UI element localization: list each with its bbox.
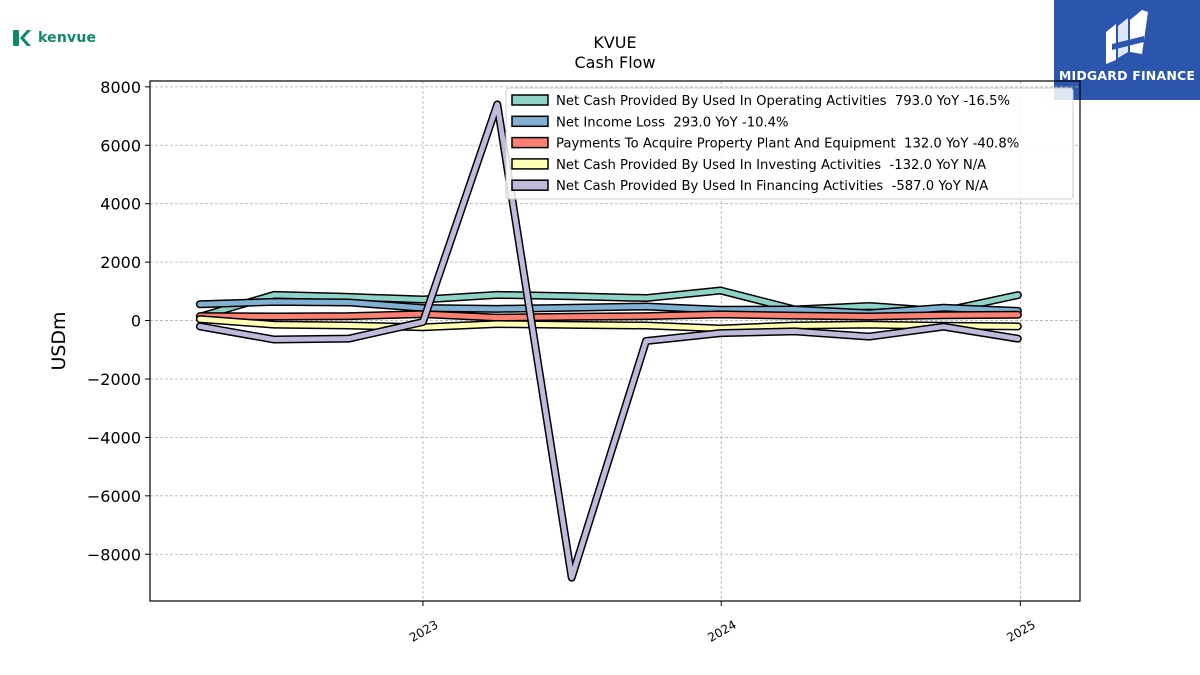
y-tick-label: −6000	[87, 487, 141, 506]
y-tick-label: 4000	[100, 195, 141, 214]
plot-frame	[149, 80, 1081, 602]
publisher-logo: MIDGARD FINANCE	[1054, 0, 1200, 100]
series-line	[195, 310, 1022, 322]
legend-swatch	[511, 94, 549, 106]
series-line	[195, 100, 1022, 582]
y-tick-label: −2000	[87, 370, 141, 389]
series-stroke	[197, 101, 1021, 581]
y-axis-label: USDm	[48, 311, 70, 370]
series-stroke	[197, 316, 1021, 331]
legend-swatch	[511, 115, 549, 128]
legend-label: Payments To Acquire Property Plant And E…	[556, 137, 1019, 152]
series-stroke	[197, 287, 1021, 320]
legend-label: Net Cash Provided By Used In Operating A…	[556, 94, 1010, 109]
legend-box	[505, 87, 1074, 200]
legend: Net Cash Provided By Used In Operating A…	[505, 87, 1074, 200]
y-tick-label: 2000	[100, 253, 141, 272]
y-tick-label: 0	[131, 312, 141, 331]
publisher-name: MIDGARD FINANCE	[1058, 68, 1196, 83]
legend-swatch	[511, 179, 549, 191]
axes: 8000 6000 4000 2000 0 −2000 −4000 −6000 −8000 202…	[87, 78, 1038, 645]
series-stroke	[197, 311, 1021, 321]
y-tick-label: 6000	[100, 136, 141, 155]
x-tick-label: 2024	[705, 617, 738, 644]
legend-label: Net Cash Provided By Used In Financing A…	[556, 179, 988, 194]
x-tick-label: 2025	[1004, 617, 1037, 644]
brand-name: kenvue	[38, 30, 97, 46]
x-tick-label: 2023	[407, 617, 440, 644]
series-line	[195, 315, 1022, 333]
chart-title: KVUE	[593, 33, 636, 52]
legend-label: Net Income Loss 293.0 YoY -10.4%	[556, 115, 789, 130]
midgard-logo-icon	[1106, 10, 1148, 64]
legend-swatch	[511, 136, 549, 149]
series-layer	[195, 100, 1022, 582]
series-line	[195, 286, 1022, 321]
y-tick-label: 8000	[100, 78, 141, 97]
k-logo-icon	[13, 30, 31, 46]
y-tick-label: −4000	[87, 428, 141, 447]
legend-label: Net Cash Provided By Used In Investing A…	[556, 158, 986, 173]
chart-subtitle: Cash Flow	[574, 53, 655, 72]
legend-swatch	[511, 158, 549, 170]
series-line	[195, 297, 1022, 318]
y-tick-label: −8000	[87, 545, 141, 564]
brand-logo: kenvue	[12, 28, 96, 48]
